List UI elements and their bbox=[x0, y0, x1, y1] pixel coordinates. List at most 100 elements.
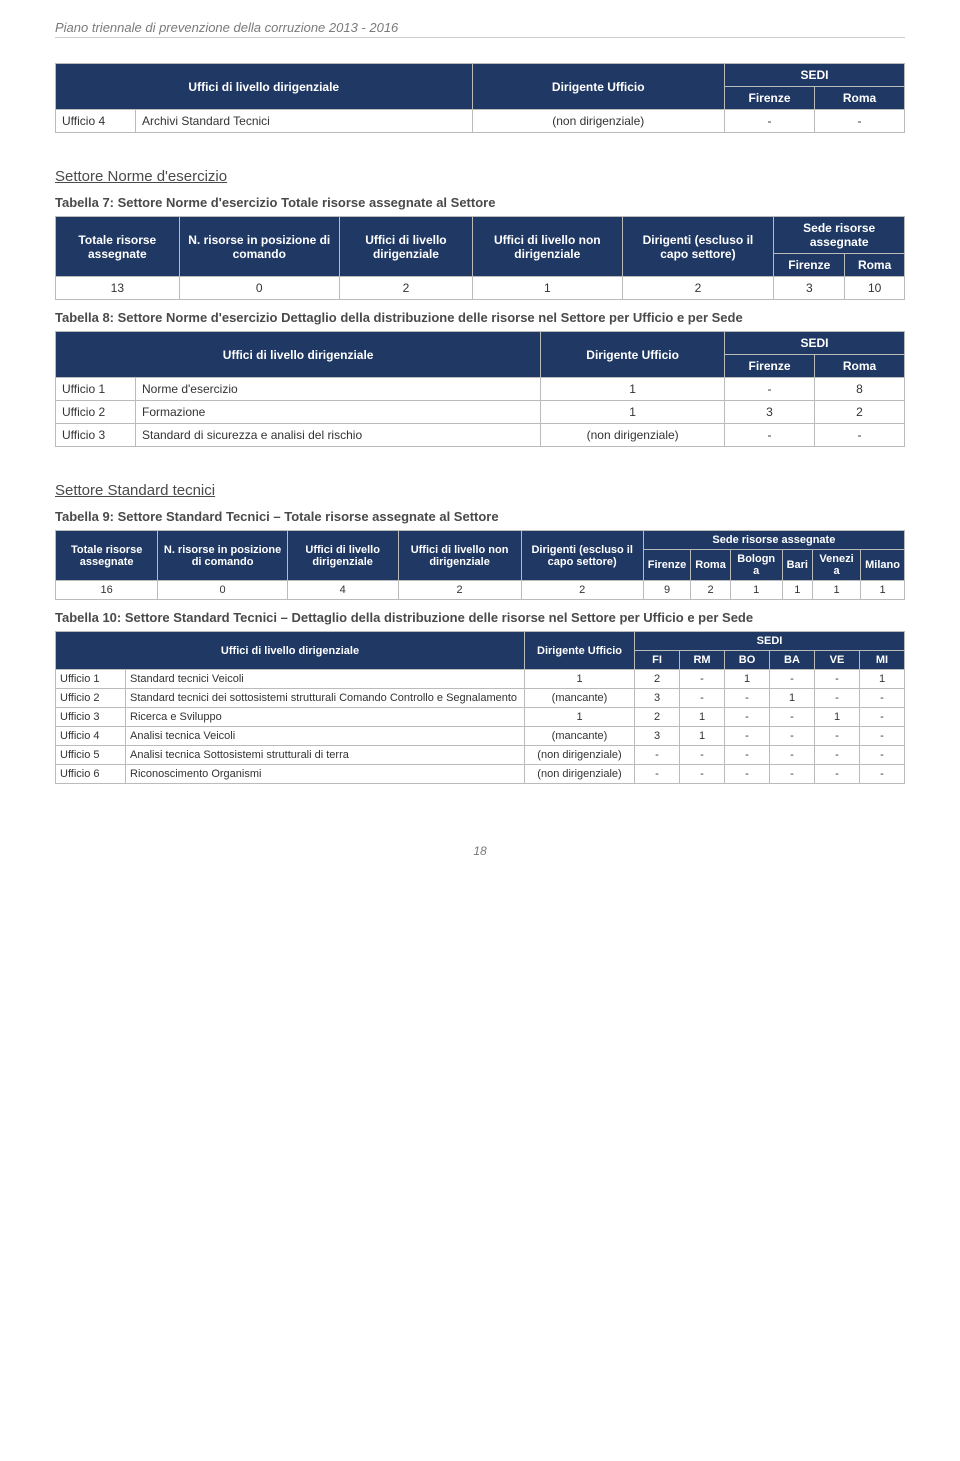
cell: Ufficio 5 bbox=[56, 746, 126, 765]
section-title-standard: Settore Standard tecnici bbox=[55, 482, 905, 499]
cell: - bbox=[815, 424, 905, 447]
cell: 3 bbox=[725, 401, 815, 424]
th: Dirigenti (escluso il capo settore) bbox=[622, 217, 774, 277]
cell: - bbox=[725, 378, 815, 401]
cell: - bbox=[770, 727, 815, 746]
th: Venezi a bbox=[812, 550, 860, 581]
table-row: Ufficio 4 Archivi Standard Tecnici (non … bbox=[56, 110, 905, 133]
cell: 9 bbox=[643, 581, 691, 600]
table-10: Uffici di livello dirigenziale Dirigente… bbox=[55, 631, 905, 784]
th: Dirigenti (escluso il capo settore) bbox=[521, 531, 643, 581]
cell: 1 bbox=[770, 689, 815, 708]
cell: - bbox=[725, 746, 770, 765]
table-9: Totale risorse assegnate N. risorse in p… bbox=[55, 530, 905, 600]
cell: 0 bbox=[158, 581, 288, 600]
t8-caption: Tabella 8: Settore Norme d'esercizio Det… bbox=[55, 310, 905, 325]
th: SEDI bbox=[725, 332, 905, 355]
cell: - bbox=[860, 708, 905, 727]
cell: 2 bbox=[815, 401, 905, 424]
th: Dirigente Ufficio bbox=[525, 632, 635, 670]
th: Milano bbox=[861, 550, 905, 581]
cell: 1 bbox=[812, 581, 860, 600]
cell: 3 bbox=[774, 277, 845, 300]
section-title-norme: Settore Norme d'esercizio bbox=[55, 168, 905, 185]
cell: - bbox=[815, 689, 860, 708]
cell: (mancante) bbox=[525, 689, 635, 708]
cell: Ufficio 4 bbox=[56, 727, 126, 746]
th: BA bbox=[770, 651, 815, 670]
cell: 1 bbox=[473, 277, 622, 300]
table-row: Ufficio 2Formazione132 bbox=[56, 401, 905, 424]
cell: 1 bbox=[541, 401, 725, 424]
cell: (non dirigenziale) bbox=[525, 765, 635, 784]
cell: Ufficio 6 bbox=[56, 765, 126, 784]
t10-caption: Tabella 10: Settore Standard Tecnici – D… bbox=[55, 610, 905, 625]
table-row: Ufficio 1Norme d'esercizio1-8 bbox=[56, 378, 905, 401]
cell: 16 bbox=[56, 581, 158, 600]
cell: Formazione bbox=[136, 401, 541, 424]
cell: - bbox=[680, 689, 725, 708]
cell: 1 bbox=[860, 670, 905, 689]
cell: 4 bbox=[287, 581, 398, 600]
cell: 1 bbox=[725, 670, 770, 689]
cell: Ufficio 1 bbox=[56, 378, 136, 401]
th-firenze: Firenze bbox=[725, 87, 815, 110]
th: Bari bbox=[782, 550, 812, 581]
th: Sede risorse assegnate bbox=[774, 217, 905, 254]
th: Uffici di livello dirigenziale bbox=[56, 632, 525, 670]
cell: - bbox=[725, 708, 770, 727]
cell: Archivi Standard Tecnici bbox=[136, 110, 473, 133]
table-row: Ufficio 5Analisi tecnica Sottosistemi st… bbox=[56, 746, 905, 765]
t7-caption: Tabella 7: Settore Norme d'esercizio Tot… bbox=[55, 195, 905, 210]
table-row: Ufficio 1Standard tecnici Veicoli12-1--1 bbox=[56, 670, 905, 689]
th: N. risorse in posizione di comando bbox=[179, 217, 339, 277]
cell: - bbox=[815, 765, 860, 784]
table-row: Ufficio 2Standard tecnici dei sottosiste… bbox=[56, 689, 905, 708]
cell: - bbox=[860, 689, 905, 708]
th: Totale risorse assegnate bbox=[56, 217, 180, 277]
th: N. risorse in posizione di comando bbox=[158, 531, 288, 581]
cell: - bbox=[680, 746, 725, 765]
t9-caption: Tabella 9: Settore Standard Tecnici – To… bbox=[55, 509, 905, 524]
cell: Ufficio 4 bbox=[56, 110, 136, 133]
cell: (mancante) bbox=[525, 727, 635, 746]
th: Uffici di livello dirigenziale bbox=[339, 217, 472, 277]
cell: 13 bbox=[56, 277, 180, 300]
cell: Analisi tecnica Sottosistemi strutturali… bbox=[126, 746, 525, 765]
cell: - bbox=[725, 689, 770, 708]
th: BO bbox=[725, 651, 770, 670]
cell: - bbox=[860, 727, 905, 746]
cell: - bbox=[770, 670, 815, 689]
th: Firenze bbox=[643, 550, 691, 581]
cell: - bbox=[725, 727, 770, 746]
document-header: Piano triennale di prevenzione della cor… bbox=[55, 20, 905, 38]
cell: Standard tecnici Veicoli bbox=[126, 670, 525, 689]
th: Firenze bbox=[725, 355, 815, 378]
cell: Ufficio 3 bbox=[56, 708, 126, 727]
table-8: Uffici di livello dirigenziale Dirigente… bbox=[55, 331, 905, 447]
cell: - bbox=[815, 727, 860, 746]
cell: - bbox=[815, 746, 860, 765]
cell: 8 bbox=[815, 378, 905, 401]
th: RM bbox=[680, 651, 725, 670]
table-row: Ufficio 3Ricerca e Sviluppo121--1- bbox=[56, 708, 905, 727]
cell: 2 bbox=[521, 581, 643, 600]
cell: Norme d'esercizio bbox=[136, 378, 541, 401]
cell: - bbox=[725, 110, 815, 133]
top-table: Uffici di livello dirigenziale Dirigente… bbox=[55, 63, 905, 133]
cell: 1 bbox=[861, 581, 905, 600]
cell: Ricerca e Sviluppo bbox=[126, 708, 525, 727]
cell: 2 bbox=[339, 277, 472, 300]
cell: 1 bbox=[541, 378, 725, 401]
cell: Riconoscimento Organismi bbox=[126, 765, 525, 784]
cell: - bbox=[815, 670, 860, 689]
cell: - bbox=[680, 670, 725, 689]
cell: 10 bbox=[845, 277, 905, 300]
cell: 3 bbox=[635, 689, 680, 708]
cell: 1 bbox=[815, 708, 860, 727]
cell: 1 bbox=[525, 708, 635, 727]
th-uffici: Uffici di livello dirigenziale bbox=[56, 64, 473, 110]
cell: Ufficio 3 bbox=[56, 424, 136, 447]
th: Roma bbox=[845, 254, 905, 277]
cell: Analisi tecnica Veicoli bbox=[126, 727, 525, 746]
